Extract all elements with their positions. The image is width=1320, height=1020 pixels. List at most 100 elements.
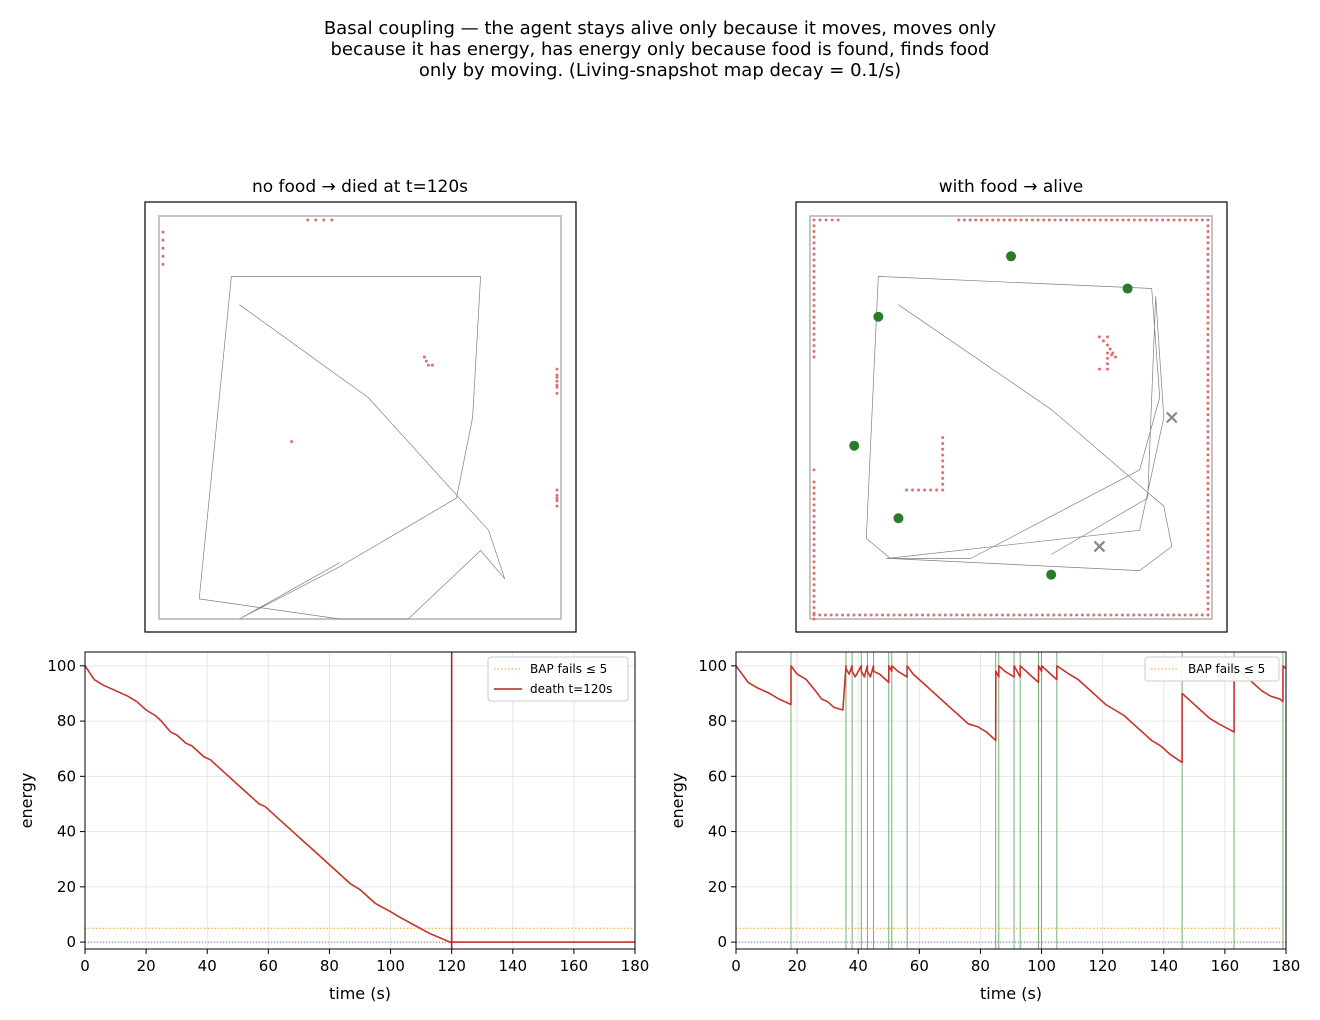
wall-memory-dot <box>1206 373 1210 377</box>
wall-memory-dot <box>941 436 945 440</box>
wall-memory-dot <box>829 613 833 617</box>
wall-memory-dot <box>1092 613 1096 617</box>
wall-memory-dot <box>161 262 165 266</box>
wall-memory-dot <box>1206 355 1210 359</box>
food-layer <box>849 251 1178 580</box>
wall-memory-dot <box>812 355 816 359</box>
wall-memory-dot <box>1206 470 1210 474</box>
x-tick-label: 120 <box>1088 957 1117 975</box>
map-frame <box>144 201 577 633</box>
wall-memory-dot <box>1025 218 1029 222</box>
wall-memory-dot <box>1206 235 1210 239</box>
wall-memory-dot <box>1206 550 1210 554</box>
wall-memory-dot <box>978 613 982 617</box>
wall-memory-dot <box>858 613 862 617</box>
wall-memory-dot <box>1206 584 1210 588</box>
wall-memory-dot <box>812 332 816 336</box>
wall-memory-dot <box>941 465 945 469</box>
wall-memory-dot <box>943 613 947 617</box>
wall-memory-dot <box>1189 613 1193 617</box>
wall-memory-dot <box>1206 264 1210 268</box>
wall-memory-dot <box>1206 424 1210 428</box>
wall-memory-dot <box>841 613 845 617</box>
wall-memory-dot <box>1172 613 1176 617</box>
wall-memory-dot <box>1105 367 1109 371</box>
wall-memory-dot <box>812 468 816 472</box>
wall-memory-dot <box>968 218 972 222</box>
wall-memory-dot <box>957 218 961 222</box>
tick-layer: 0 20 40 60 80 100 120 140 160 180 0 20 40 60 80 100 <box>698 657 1300 975</box>
trajectory-path <box>865 276 1173 571</box>
energy-panel-with-food: 0 20 40 60 80 100 120 140 160 180 0 20 40 60 80 100 tim… <box>668 651 1300 1003</box>
legend-box <box>1144 656 1280 682</box>
wall-memory-dot <box>995 613 999 617</box>
wall-memory-dot <box>941 488 945 492</box>
energy-panel-no-food: 0 20 40 60 80 100 120 140 160 180 0 20 40 60 80 100 tim… <box>17 651 650 1003</box>
wall-memory-dot <box>812 571 816 575</box>
wall-memory-dot <box>941 482 945 486</box>
wall-memory-dot <box>555 391 559 395</box>
wall-memory-dot <box>1087 218 1091 222</box>
wall-memory-dot <box>812 537 816 541</box>
map-title-with-food: with food → alive <box>939 177 1083 197</box>
wall-memory-dot <box>1013 218 1017 222</box>
wall-memory-dot <box>979 218 983 222</box>
wall-memory-dot <box>812 509 816 513</box>
wall-memory-dot <box>835 613 839 617</box>
x-tick-label: 160 <box>1211 957 1240 975</box>
wall-memory-dot <box>1132 218 1136 222</box>
y-tick-label: 40 <box>708 823 727 841</box>
wall-memory-dot <box>812 349 816 353</box>
wall-memory-dot <box>322 218 326 222</box>
trajectory-path <box>198 276 506 620</box>
wall-memory-dot <box>1081 218 1085 222</box>
wall-memory-dot <box>1206 367 1210 371</box>
wall-memory-dot <box>1206 596 1210 600</box>
series-layer <box>735 664 1287 943</box>
wall-memory-dot <box>330 218 334 222</box>
x-tick-label: 100 <box>1027 957 1056 975</box>
y-tick-label: 100 <box>698 657 727 675</box>
y-tick-label: 20 <box>57 878 76 896</box>
wall-memory-dot <box>1047 218 1051 222</box>
wall-memory-dot <box>1206 458 1210 462</box>
legend: BAP fails ≤ 5 <box>1144 656 1280 682</box>
x-tick-label: 40 <box>198 957 217 975</box>
wall-memory-dot <box>1206 487 1210 491</box>
wall-memory-dot <box>852 613 856 617</box>
wall-memory-dot <box>1206 333 1210 337</box>
wall-memory-dot <box>812 269 816 273</box>
wall-memory-dot <box>941 453 945 457</box>
wall-memory-dot <box>812 338 816 342</box>
x-tick-label: 180 <box>1272 957 1301 975</box>
wall-memory-dot <box>1206 533 1210 537</box>
wall-memory-dot <box>1002 218 1006 222</box>
wall-memory-dot <box>1000 613 1004 617</box>
wall-memory-dot <box>1177 613 1181 617</box>
wall-memory-dot <box>1206 561 1210 565</box>
wall-memory-dot <box>812 309 816 313</box>
wall-memory-dot <box>1206 327 1210 331</box>
wall-memory-dot <box>1206 607 1210 611</box>
consumed-food-marker <box>1166 411 1178 424</box>
wall-memory-dot <box>915 613 919 617</box>
wall-memory-dot <box>1053 218 1057 222</box>
x-tick-label: 180 <box>621 957 650 975</box>
wall-memory-dot <box>923 488 927 492</box>
wall-memory-dot <box>881 613 885 617</box>
legend-death-label: death t=120s <box>530 682 612 696</box>
wall-memory-dot <box>555 493 559 497</box>
y-axis-label: energy <box>668 773 687 829</box>
wall-memory-dot <box>1206 590 1210 594</box>
wall-memory-dot <box>1206 401 1210 405</box>
wall-memory-dot <box>812 548 816 552</box>
wall-memory-dot <box>1206 287 1210 291</box>
wall-memory-dot <box>812 252 816 256</box>
wall-memory-dot <box>422 355 426 359</box>
wall-memory-dot <box>1206 493 1210 497</box>
wall-memory-dot <box>812 315 816 319</box>
wall-memory-dot <box>555 367 559 371</box>
wall-memory-dot <box>1206 498 1210 502</box>
wall-memory-dot <box>1023 613 1027 617</box>
wall-memory-dot <box>921 613 925 617</box>
